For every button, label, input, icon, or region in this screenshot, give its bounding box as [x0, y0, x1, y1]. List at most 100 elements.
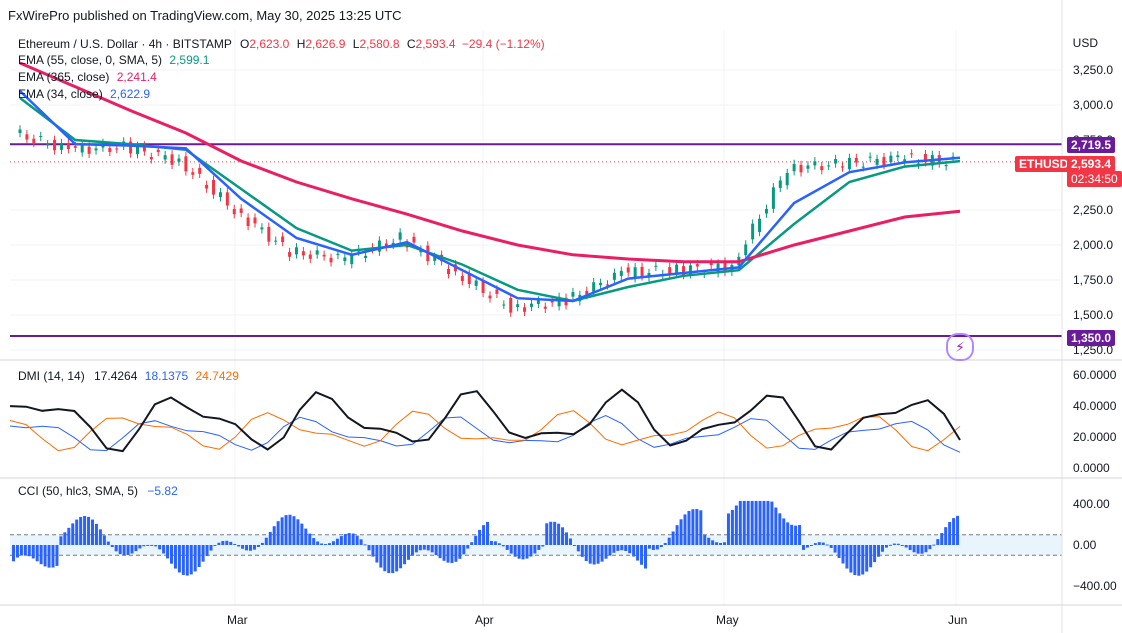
cci-bar — [695, 509, 699, 545]
symbol-name: Ethereum / U.S. Dollar · 4h · BITSTAMP — [18, 37, 232, 51]
cci-bar — [908, 545, 912, 551]
candle-body — [841, 166, 844, 168]
cci-bar — [486, 521, 489, 545]
candle-body — [764, 208, 768, 214]
cci-bar — [233, 543, 237, 545]
cci-bar — [561, 527, 565, 545]
candle-body — [267, 226, 271, 242]
cci-bar — [833, 545, 837, 553]
cci-bar — [272, 526, 276, 545]
ema365-label: EMA (365, close) — [18, 70, 110, 84]
cci-bar — [221, 540, 225, 545]
cci-bar — [450, 545, 454, 564]
candle-body — [523, 307, 527, 312]
cci-bar — [940, 533, 944, 545]
candle-body — [785, 173, 789, 186]
candle-body — [350, 255, 354, 265]
candle-body — [198, 167, 202, 174]
cci-bar — [620, 545, 624, 551]
cci-bar — [308, 533, 312, 545]
cci-bar — [758, 500, 762, 545]
cci-bar — [730, 509, 734, 545]
level-low-tag: 1,350.0 — [1067, 330, 1116, 346]
cci-bar — [505, 545, 509, 550]
cci-value: −5.82 — [147, 484, 178, 498]
candle-body — [834, 159, 838, 164]
time-tick-label: Jun — [948, 613, 967, 627]
candle-body — [806, 165, 810, 169]
cci-bar — [252, 545, 256, 550]
cci-bar — [501, 545, 505, 547]
cci-bar — [956, 515, 960, 545]
cci-bar — [91, 519, 94, 545]
cci-bar — [122, 545, 126, 556]
cci-bar — [426, 545, 430, 551]
cci-bar — [359, 539, 363, 545]
cci-bar — [541, 545, 545, 547]
cci-bar — [193, 545, 197, 572]
cci-bar — [675, 525, 679, 545]
candle-body — [281, 236, 285, 243]
cci-bar — [225, 540, 229, 545]
candle-body — [364, 255, 368, 259]
candle-body — [861, 166, 865, 168]
cci-bar — [916, 545, 920, 554]
cci-bar — [715, 542, 719, 545]
currency-label[interactable]: USD — [1072, 36, 1098, 50]
cci-bar — [410, 545, 414, 556]
cci-bar — [636, 545, 640, 561]
candle-body — [294, 247, 298, 255]
cci-bar — [229, 541, 233, 545]
candle-body — [246, 217, 250, 227]
candle-body — [536, 300, 540, 304]
high-value: 2,626.9 — [305, 37, 346, 51]
cci-bar — [628, 545, 632, 554]
cci-bar — [865, 545, 869, 572]
cci-bar — [888, 544, 892, 546]
cci-bar — [568, 538, 572, 545]
low-label: L — [352, 37, 360, 51]
cci-bar — [873, 545, 877, 563]
lightning-icon[interactable]: ⚡ — [946, 333, 974, 361]
cci-bar — [399, 545, 403, 569]
candle-body — [156, 149, 160, 153]
cci-bar — [533, 545, 537, 554]
price-tick-label: 1,250.0 — [1073, 343, 1113, 357]
cci-bar — [790, 524, 794, 545]
cci-bar — [604, 545, 608, 559]
cci-bar — [537, 545, 541, 550]
cci-bar — [746, 500, 750, 545]
candle-body — [412, 236, 416, 243]
candle-body — [301, 251, 305, 256]
cci-bar — [849, 545, 853, 573]
candle-body — [460, 275, 464, 282]
candle-body — [136, 145, 139, 155]
candle-body — [612, 272, 616, 280]
cci-bar — [821, 542, 825, 545]
candle-body — [606, 284, 609, 286]
candle-body — [827, 165, 831, 167]
cci-bar — [35, 545, 39, 562]
candle-body — [25, 134, 29, 140]
cci-legend: CCI (50, hlc3, SMA, 5) −5.82 — [18, 484, 178, 498]
cci-bar — [497, 543, 501, 545]
ema55-value: 2,599.1 — [169, 53, 210, 67]
candle-body — [820, 166, 824, 171]
cci-bar — [482, 525, 486, 545]
cci-bar — [466, 545, 470, 549]
cci-bar — [391, 545, 395, 574]
cci-bar — [766, 500, 770, 545]
cci-bar — [304, 528, 308, 545]
cci-bar — [339, 536, 343, 545]
candle-body — [80, 144, 84, 153]
cci-bar — [268, 531, 272, 545]
candle-body — [633, 267, 637, 279]
candle-body — [647, 273, 651, 278]
candle-body — [640, 266, 644, 277]
price-tick-label: 2,250.0 — [1073, 203, 1113, 217]
candle-body — [115, 148, 119, 150]
cci-bar — [387, 545, 391, 574]
cci-bar — [166, 545, 170, 559]
candle-body — [910, 153, 914, 155]
candle-body — [592, 282, 596, 293]
